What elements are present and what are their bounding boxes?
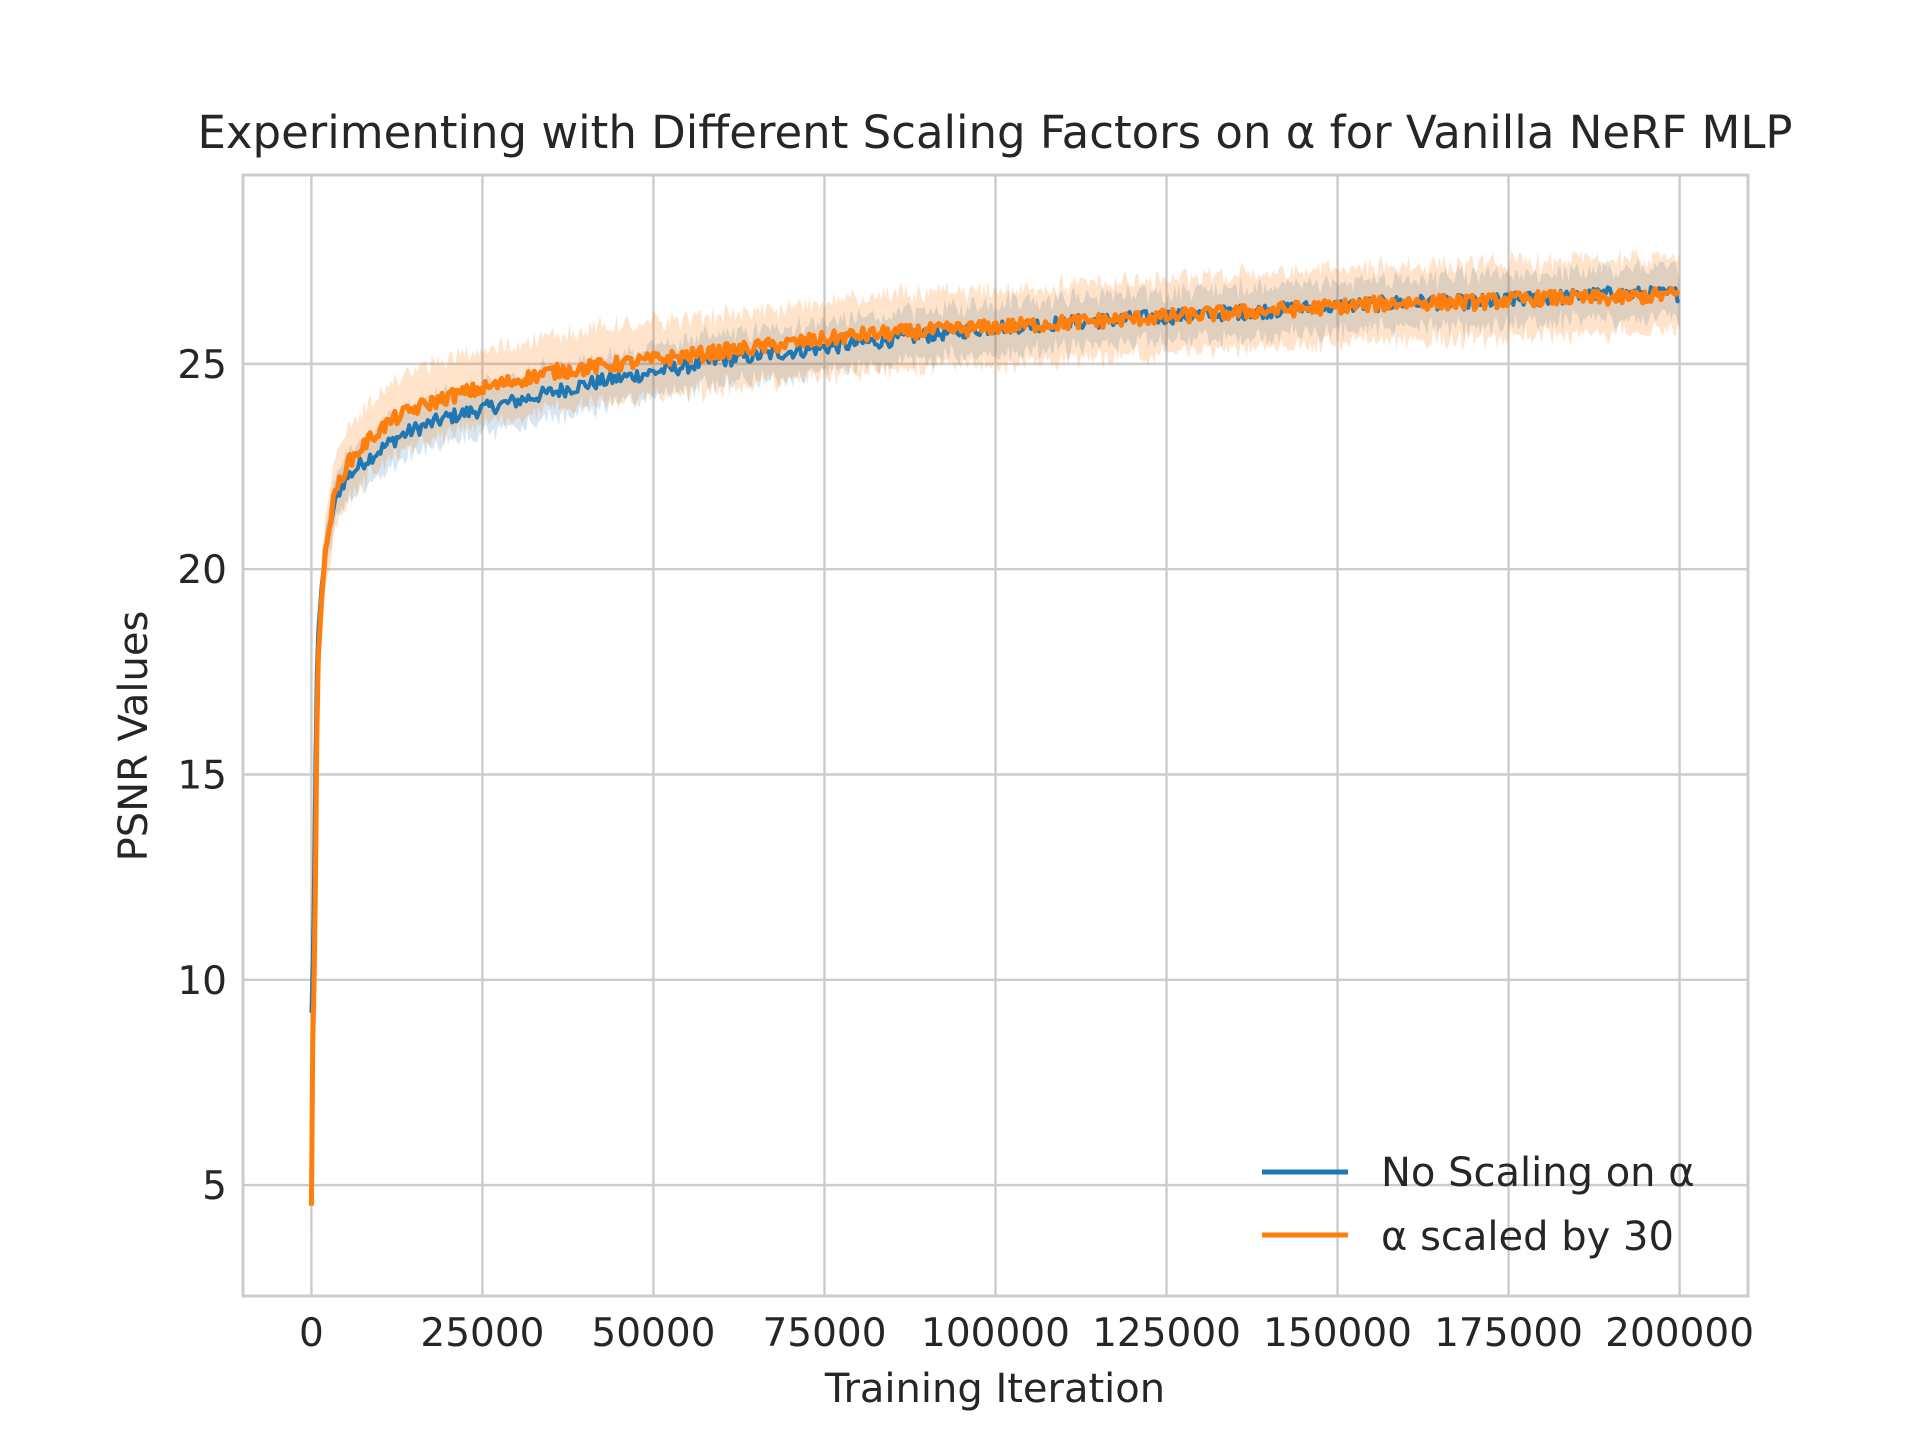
x-tick-label: 125000 [1092, 1311, 1241, 1356]
x-tick-label: 150000 [1263, 1311, 1412, 1356]
x-tick-label: 200000 [1605, 1311, 1754, 1356]
legend: No Scaling on α α scaled by 30 [1262, 1150, 1695, 1260]
legend-label-no-scaling: No Scaling on α [1381, 1150, 1695, 1196]
y-tick-label: 25 [177, 343, 227, 388]
y-tick-label: 20 [177, 548, 227, 593]
y-tick-label: 5 [202, 1164, 227, 1209]
x-tick-label: 50000 [591, 1311, 715, 1356]
series-line-scaled-30 [308, 285, 1681, 1206]
tick-labels: 0 25000 50000 75000 100000 125000 150000 175000… [177, 343, 1754, 1356]
x-tick-label: 0 [299, 1311, 324, 1356]
y-tick-label: 10 [177, 959, 227, 1004]
chart-title: Experimenting with Different Scaling Fac… [197, 106, 1792, 159]
y-tick-label: 15 [177, 754, 227, 799]
series-lines [308, 285, 1681, 1206]
x-tick-label: 25000 [420, 1311, 544, 1356]
legend-label-scaled-30: α scaled by 30 [1381, 1214, 1674, 1260]
x-tick-label: 100000 [921, 1311, 1070, 1356]
x-tick-label: 175000 [1434, 1311, 1583, 1356]
x-tick-label: 75000 [762, 1311, 886, 1356]
y-axis-label: PSNR Values [111, 611, 157, 862]
x-axis-label: Training Iteration [824, 1366, 1165, 1412]
plot-frame [241, 173, 1750, 1298]
